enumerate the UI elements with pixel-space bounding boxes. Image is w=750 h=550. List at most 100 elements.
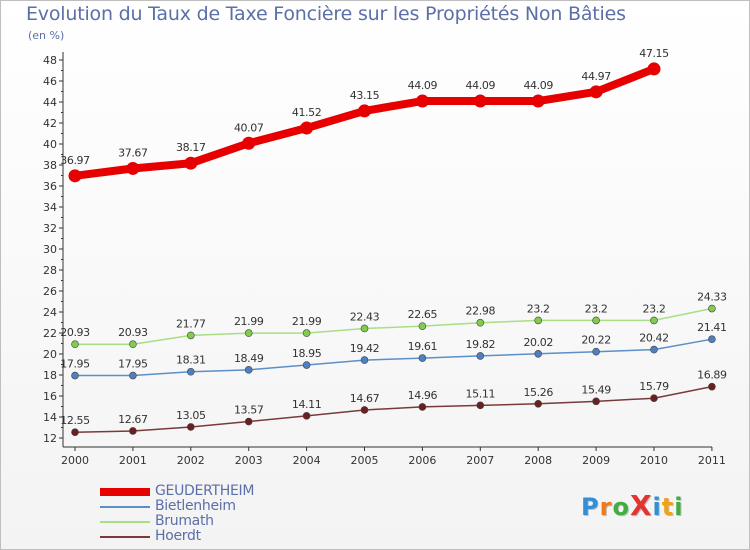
data-label-brumath: 23.2: [585, 302, 608, 315]
data-label-hoerdt: 14.11: [292, 398, 322, 411]
data-label-bietlenheim: 17.95: [118, 358, 148, 371]
x-tick-label: 2001: [119, 454, 147, 467]
data-label-geudertheim: 43.15: [350, 89, 380, 102]
legend-label-geudertheim: GEUDERTHEIM: [155, 483, 255, 499]
data-label-brumath: 20.93: [60, 326, 90, 339]
data-label-bietlenheim: 19.61: [408, 340, 438, 353]
y-tick-label: 44: [43, 96, 57, 109]
y-tick-label: 12: [43, 432, 57, 445]
data-label-hoerdt: 15.26: [523, 386, 553, 399]
x-tick-label: 2011: [698, 454, 726, 467]
legend: GEUDERTHEIM Bietlenheim Brumath Hoerdt: [100, 483, 320, 545]
data-label-geudertheim: 44.97: [581, 70, 611, 83]
data-point-hoerdt: [476, 401, 485, 410]
data-point-brumath: [129, 340, 137, 349]
data-label-brumath: 23.2: [643, 302, 666, 315]
data-label-hoerdt: 15.11: [466, 387, 496, 400]
data-point-brumath: [302, 329, 311, 337]
chart-title: Evolution du Taux de Taxe Foncière sur l…: [26, 3, 626, 25]
series-line-geudertheim: [71, 64, 658, 180]
x-tick-label: 2006: [408, 454, 436, 467]
data-label-geudertheim: 40.07: [234, 121, 264, 134]
data-point-brumath: [650, 316, 658, 325]
data-point-brumath: [71, 340, 79, 349]
data-label-bietlenheim: 18.95: [292, 347, 322, 360]
x-tick-label: 2002: [177, 454, 205, 467]
data-point-geudertheim: [589, 85, 603, 99]
legend-swatch-geudertheim: [100, 488, 150, 496]
data-point-bietlenheim: [592, 347, 600, 356]
x-tick-label: 2004: [293, 454, 321, 467]
data-point-geudertheim: [126, 161, 140, 175]
y-tick-label: 18: [43, 369, 57, 382]
data-label-hoerdt: 13.57: [234, 404, 264, 417]
data-label-hoerdt: 12.55: [60, 414, 90, 427]
data-point-hoerdt: [360, 406, 369, 414]
legend-item-bietlenheim: Bietlenheim: [100, 498, 320, 515]
data-label-brumath: 20.93: [118, 326, 148, 339]
data-label-geudertheim: 44.09: [466, 79, 496, 92]
y-tick-label: 14: [43, 411, 57, 424]
data-point-hoerdt: [534, 399, 543, 408]
data-point-geudertheim: [68, 169, 82, 183]
data-point-bietlenheim: [476, 352, 485, 360]
data-label-hoerdt: 15.49: [581, 383, 611, 396]
y-tick-label: 38: [43, 159, 57, 172]
legend-swatch-bietlenheim: [100, 506, 150, 508]
data-label-hoerdt: 13.05: [176, 409, 206, 422]
x-tick-label: 2007: [466, 454, 494, 467]
series-line-bietlenheim: [74, 338, 713, 377]
legend-swatch-brumath: [100, 521, 150, 523]
data-point-geudertheim: [358, 104, 371, 118]
data-point-brumath: [592, 316, 600, 325]
x-tick-label: 2000: [61, 454, 89, 467]
data-point-bietlenheim: [708, 335, 716, 343]
data-point-geudertheim: [242, 136, 256, 150]
series-line-brumath: [74, 307, 713, 345]
legend-item-hoerdt: Hoerdt: [100, 528, 320, 545]
data-label-hoerdt: 15.79: [639, 380, 669, 393]
data-point-bietlenheim: [71, 371, 79, 380]
legend-label-hoerdt: Hoerdt: [155, 528, 201, 544]
data-label-bietlenheim: 21.41: [697, 321, 727, 334]
data-label-bietlenheim: 18.31: [176, 354, 206, 367]
legend-item-brumath: Brumath: [100, 513, 320, 530]
y-tick-label: 16: [43, 390, 57, 403]
data-point-hoerdt: [129, 427, 137, 435]
y-tick-label: 30: [43, 243, 57, 256]
data-point-brumath: [534, 316, 543, 325]
data-point-brumath: [476, 318, 485, 327]
y-tick-label: 36: [43, 180, 57, 193]
data-point-brumath: [418, 322, 427, 330]
data-point-hoerdt: [418, 403, 427, 411]
x-tick-label: 2005: [351, 454, 379, 467]
data-label-hoerdt: 12.67: [118, 413, 148, 426]
data-point-brumath: [708, 304, 716, 313]
data-label-geudertheim: 38.17: [176, 141, 206, 154]
data-label-geudertheim: 44.09: [408, 79, 438, 92]
y-tick-label: 34: [43, 201, 57, 214]
data-label-bietlenheim: 20.02: [523, 336, 553, 349]
data-point-brumath: [244, 329, 253, 337]
data-label-hoerdt: 16.89: [697, 369, 727, 382]
y-tick-label: 46: [43, 75, 57, 88]
data-label-brumath: 22.98: [466, 305, 496, 318]
data-point-geudertheim: [531, 94, 545, 108]
data-point-bietlenheim: [302, 361, 311, 369]
data-point-geudertheim: [415, 94, 429, 108]
y-tick-label: 40: [43, 138, 57, 151]
data-label-hoerdt: 14.96: [408, 389, 438, 402]
data-label-bietlenheim: 19.82: [466, 338, 496, 351]
data-point-bietlenheim: [129, 371, 137, 380]
data-point-bietlenheim: [244, 366, 253, 374]
y-tick-label: 32: [43, 222, 57, 235]
x-tick-label: 2008: [524, 454, 552, 467]
data-label-geudertheim: 37.67: [118, 146, 148, 159]
data-label-geudertheim: 41.52: [292, 106, 322, 119]
data-point-geudertheim: [473, 94, 487, 108]
data-point-hoerdt: [302, 412, 311, 420]
series-line-hoerdt: [74, 385, 713, 433]
data-label-bietlenheim: 20.42: [639, 332, 669, 345]
data-label-bietlenheim: 17.95: [60, 358, 90, 371]
data-label-bietlenheim: 19.42: [350, 342, 380, 355]
